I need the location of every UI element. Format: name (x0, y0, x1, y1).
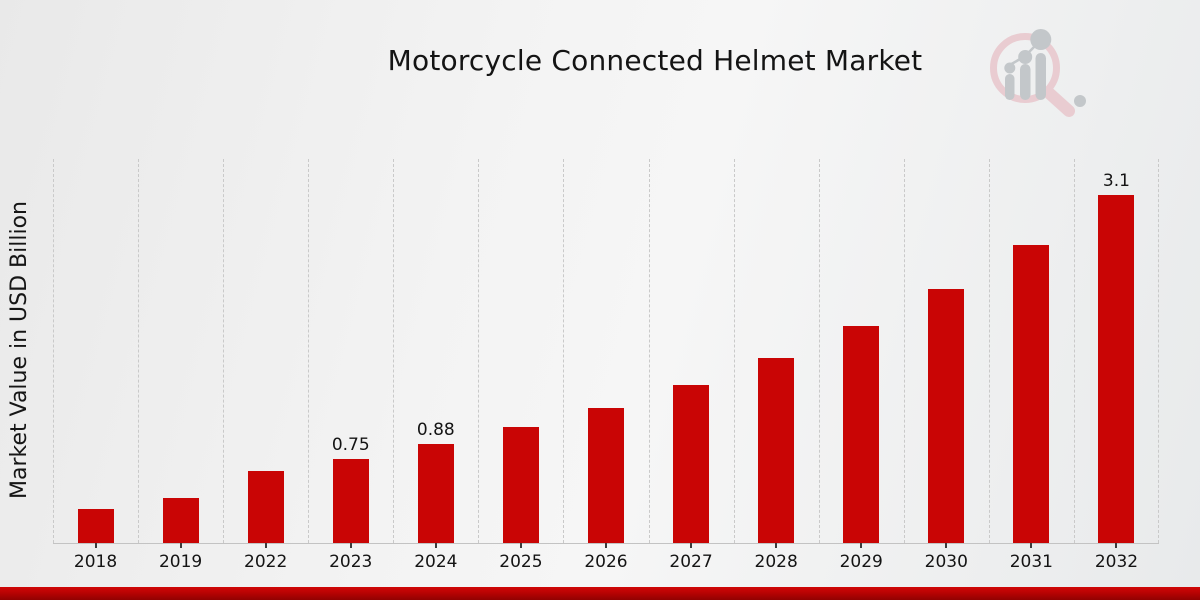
bar (1013, 245, 1050, 543)
bar (417, 444, 454, 543)
logo-dot (1074, 95, 1086, 107)
bar (1098, 195, 1135, 543)
bar (843, 326, 880, 543)
vertical-gridline (223, 159, 225, 543)
bar-column: 2026 (563, 159, 648, 572)
bar-value-label: 3.1 (1102, 171, 1130, 191)
bar-column: 2031 (989, 159, 1074, 572)
x-tick-label: 2030 (924, 552, 968, 572)
bar-column: 3.1 2032 (1074, 159, 1159, 572)
x-tick-label: 2024 (414, 552, 458, 572)
vertical-gridline (1158, 159, 1159, 543)
x-tick-label: 2032 (1094, 552, 1139, 572)
vertical-gridline (648, 159, 650, 543)
vertical-gridline (138, 159, 140, 543)
x-axis-tick (860, 543, 863, 548)
x-tick-label: 2025 (499, 552, 543, 572)
chart-title: Motorcycle Connected Helmet Market (387, 44, 923, 77)
bar (77, 509, 114, 543)
bar (928, 289, 965, 543)
plot-area: 2018 2019 2022 0.75 2023 0.88 2024 2025 2026 2027… (53, 159, 1159, 572)
x-axis-tick (434, 543, 437, 548)
magnifier-growth-chart-watermark-icon (990, 29, 1086, 117)
bar-column: 2025 (478, 159, 563, 572)
bar-value-label: 0.75 (331, 435, 370, 455)
x-axis-tick (690, 543, 693, 548)
x-axis-tick (604, 543, 607, 548)
x-axis-tick (1030, 543, 1033, 548)
x-axis-tick (775, 543, 778, 548)
bar (162, 498, 199, 543)
x-tick-label: 2029 (839, 552, 883, 572)
magnifier-handle (1043, 87, 1075, 117)
footer-stripe (0, 587, 1200, 600)
bar-column: 2028 (734, 159, 819, 572)
x-tick-label: 2028 (754, 552, 798, 572)
x-tick-label: 2026 (584, 552, 628, 572)
bar-column: 2022 (223, 159, 308, 572)
logo-bar-large (1035, 53, 1046, 100)
bar (758, 358, 795, 543)
x-tick-label: 2031 (1009, 552, 1053, 572)
bar (247, 471, 284, 543)
bar-column: 0.75 2023 (308, 159, 393, 572)
vertical-gridline (733, 159, 735, 543)
bar (673, 385, 710, 543)
bar-column: 2029 (819, 159, 904, 572)
bar (502, 427, 539, 543)
vertical-gridline (988, 159, 990, 543)
vertical-gridline (903, 159, 905, 543)
bar-column: 0.88 2024 (393, 159, 478, 572)
vertical-gridline (53, 159, 54, 543)
x-axis-tick (349, 543, 352, 548)
x-axis-tick (519, 543, 522, 548)
bar-column: 2019 (138, 159, 223, 572)
bar-column: 2018 (53, 159, 138, 572)
logo-bar-medium (1020, 64, 1031, 100)
logo-node-medium (1018, 50, 1033, 64)
x-axis-tick (945, 543, 948, 548)
bar (587, 408, 624, 543)
logo-bar-small (1005, 74, 1015, 100)
x-tick-label: 2027 (669, 552, 713, 572)
x-tick-label: 2018 (73, 552, 118, 572)
vertical-gridline (563, 159, 565, 543)
x-axis-tick (264, 543, 267, 548)
vertical-gridline (393, 159, 395, 543)
vertical-gridline (818, 159, 820, 543)
vertical-gridline (1073, 159, 1075, 543)
x-tick-label: 2023 (329, 552, 373, 572)
bar-value-label: 0.88 (416, 420, 455, 440)
x-axis-tick (94, 543, 97, 548)
logo-node-small (1004, 62, 1016, 74)
logo-node-large (1030, 29, 1052, 50)
vertical-gridline (478, 159, 480, 543)
x-axis-tick (179, 543, 182, 548)
bar-column: 2027 (649, 159, 734, 572)
vertical-gridline (308, 159, 310, 543)
bar (332, 459, 369, 543)
bar-column: 2030 (904, 159, 989, 572)
x-tick-label: 2022 (244, 552, 288, 572)
x-axis-tick (1115, 543, 1118, 548)
y-axis-label: Market Value in USD Billion (7, 200, 32, 500)
x-tick-label: 2019 (158, 552, 203, 572)
